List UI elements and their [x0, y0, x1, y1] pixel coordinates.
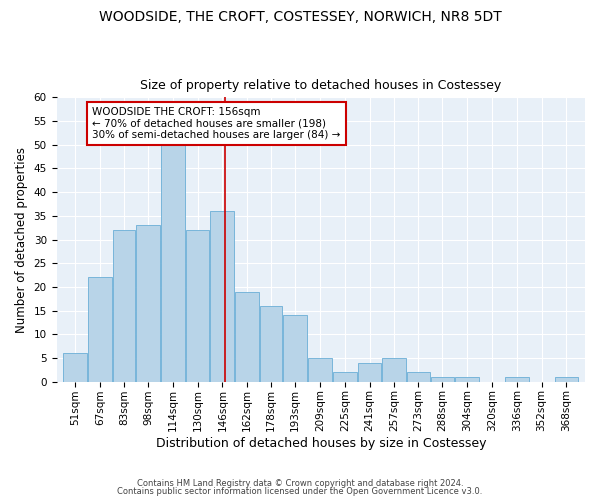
- X-axis label: Distribution of detached houses by size in Costessey: Distribution of detached houses by size …: [155, 437, 486, 450]
- Bar: [161, 144, 185, 382]
- Bar: [211, 211, 234, 382]
- Bar: [382, 358, 406, 382]
- Bar: [260, 306, 283, 382]
- Bar: [554, 377, 578, 382]
- Bar: [308, 358, 332, 382]
- Bar: [63, 353, 87, 382]
- Bar: [185, 230, 209, 382]
- Text: Contains public sector information licensed under the Open Government Licence v3: Contains public sector information licen…: [118, 487, 482, 496]
- Text: WOODSIDE THE CROFT: 156sqm
← 70% of detached houses are smaller (198)
30% of sem: WOODSIDE THE CROFT: 156sqm ← 70% of deta…: [92, 107, 341, 140]
- Bar: [235, 292, 259, 382]
- Text: WOODSIDE, THE CROFT, COSTESSEY, NORWICH, NR8 5DT: WOODSIDE, THE CROFT, COSTESSEY, NORWICH,…: [98, 10, 502, 24]
- Bar: [358, 362, 382, 382]
- Text: Contains HM Land Registry data © Crown copyright and database right 2024.: Contains HM Land Registry data © Crown c…: [137, 478, 463, 488]
- Bar: [407, 372, 430, 382]
- Bar: [88, 278, 112, 382]
- Bar: [505, 377, 529, 382]
- Bar: [431, 377, 454, 382]
- Bar: [333, 372, 356, 382]
- Bar: [455, 377, 479, 382]
- Bar: [113, 230, 135, 382]
- Y-axis label: Number of detached properties: Number of detached properties: [15, 146, 28, 332]
- Title: Size of property relative to detached houses in Costessey: Size of property relative to detached ho…: [140, 79, 502, 92]
- Bar: [283, 316, 307, 382]
- Bar: [136, 226, 160, 382]
